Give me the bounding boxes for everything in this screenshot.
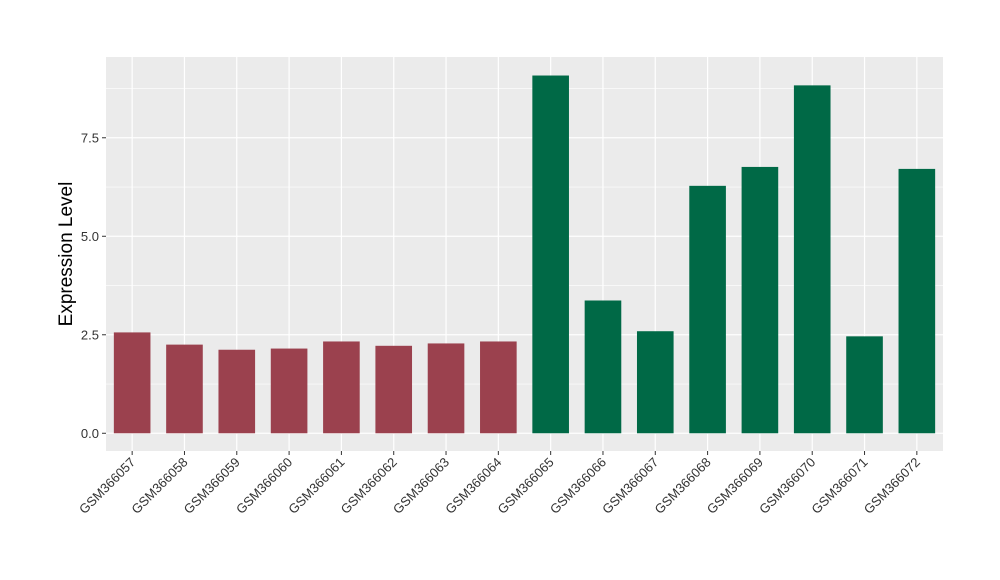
y-tick-label: 0.0 [81,426,99,441]
y-tick-label: 2.5 [81,327,99,342]
bar-GSM366067 [636,331,674,434]
bar-GSM366071 [846,336,883,434]
bar-GSM366065 [532,75,569,434]
bar-GSM366061 [323,341,360,434]
y-axis: 0.0 2.5 5.0 7.5 [81,130,106,441]
bar-GSM366069 [741,166,779,434]
bar-GSM366059 [218,349,256,434]
bar-GSM366064 [480,341,517,434]
bar-GSM366063 [427,343,465,434]
bar-GSM366060 [270,348,308,434]
bar-GSM366057 [113,332,151,434]
bar-GSM366066 [584,300,622,434]
bar-GSM366070 [793,85,831,434]
bar-GSM366072 [898,168,936,434]
bars [113,75,936,434]
y-tick-label: 7.5 [81,130,99,145]
bar-GSM366068 [689,185,726,434]
x-tick-label: GSM366072 [861,455,923,517]
x-axis: GSM366057GSM366058GSM366059GSM366060GSM3… [76,451,923,517]
y-axis-title: Expression Level [56,182,77,327]
y-tick-label: 5.0 [81,229,99,244]
bar-GSM366058 [166,344,203,434]
bar-GSM366062 [375,345,413,434]
